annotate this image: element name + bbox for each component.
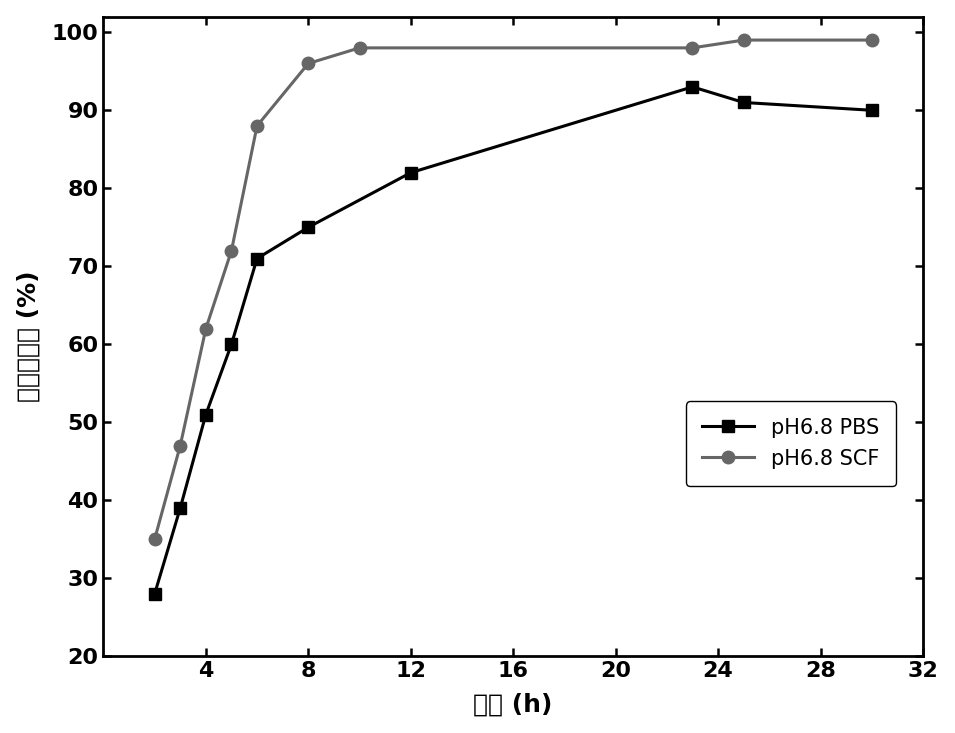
pH6.8 SCF — [866, 36, 878, 45]
Legend: pH6.8 PBS, pH6.8 SCF: pH6.8 PBS, pH6.8 SCF — [686, 402, 896, 486]
pH6.8 PBS — [687, 83, 698, 92]
pH6.8 SCF — [303, 59, 314, 68]
pH6.8 PBS — [201, 410, 212, 419]
pH6.8 SCF — [175, 441, 186, 450]
pH6.8 SCF — [201, 324, 212, 333]
Y-axis label: 累计释放率 (%): 累计释放率 (%) — [16, 270, 41, 402]
pH6.8 PBS — [225, 340, 237, 349]
pH6.8 SCF — [353, 43, 365, 52]
Line: pH6.8 PBS: pH6.8 PBS — [148, 81, 878, 600]
pH6.8 SCF — [225, 246, 237, 255]
pH6.8 PBS — [149, 589, 160, 598]
Line: pH6.8 SCF: pH6.8 SCF — [148, 34, 878, 545]
pH6.8 PBS — [405, 169, 416, 177]
pH6.8 PBS — [251, 254, 263, 263]
pH6.8 SCF — [251, 122, 263, 130]
pH6.8 SCF — [149, 535, 160, 544]
pH6.8 PBS — [175, 504, 186, 512]
pH6.8 SCF — [687, 43, 698, 52]
X-axis label: 时间 (h): 时间 (h) — [474, 693, 553, 716]
pH6.8 PBS — [738, 98, 750, 107]
pH6.8 SCF — [738, 36, 750, 45]
pH6.8 PBS — [866, 106, 878, 114]
pH6.8 PBS — [303, 223, 314, 232]
